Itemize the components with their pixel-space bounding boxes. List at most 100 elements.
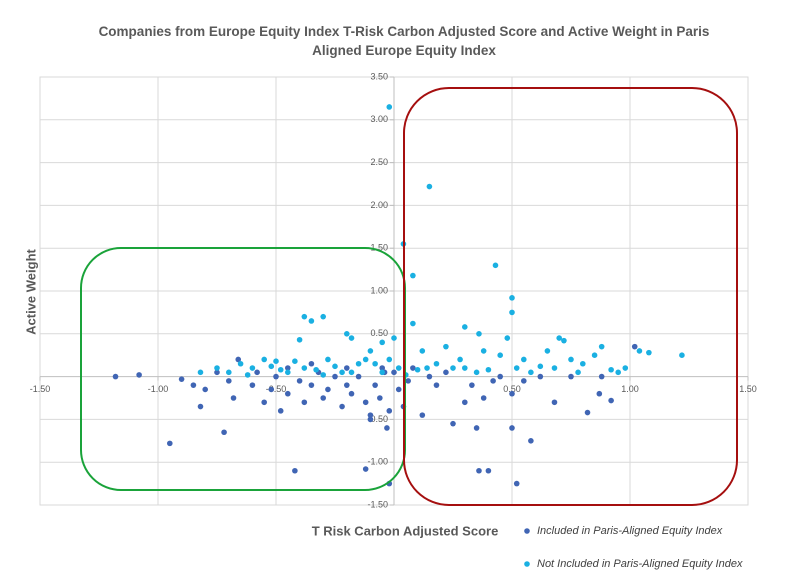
point: [608, 397, 614, 404]
point: [443, 369, 449, 376]
point: [344, 365, 350, 371]
point: [544, 348, 551, 354]
point: [379, 339, 386, 346]
point: [344, 331, 350, 337]
point: [339, 403, 345, 410]
point: [462, 324, 468, 330]
point: [112, 373, 119, 380]
point: [551, 365, 558, 371]
point: [384, 425, 390, 431]
point: [450, 420, 456, 427]
point: [631, 343, 638, 350]
point: [249, 365, 256, 371]
point: [646, 349, 652, 356]
y-tick-label: 0.50: [370, 328, 388, 338]
point: [178, 376, 185, 382]
point: [426, 183, 433, 190]
legend-label: Included in Paris-Aligned Equity Index: [537, 525, 723, 537]
x-tick-label: -1.50: [30, 384, 51, 394]
point: [405, 378, 411, 384]
point: [386, 408, 393, 414]
point: [301, 365, 308, 371]
point: [497, 352, 504, 359]
point: [528, 369, 534, 376]
point: [277, 408, 284, 414]
point: [339, 369, 345, 376]
point: [308, 360, 315, 367]
point: [450, 365, 456, 371]
point: [355, 373, 362, 380]
point: [492, 262, 499, 269]
point: [568, 356, 574, 363]
point: [332, 373, 338, 380]
green-highlight-box: [80, 247, 406, 491]
point: [615, 369, 621, 376]
x-tick-label: 1.00: [621, 384, 639, 394]
legend-marker: [524, 561, 530, 567]
point: [596, 390, 603, 397]
point: [261, 356, 268, 363]
point: [273, 358, 279, 364]
point: [561, 337, 567, 344]
x-tick-label: -1.00: [148, 384, 169, 394]
point: [301, 399, 308, 406]
point: [379, 369, 386, 376]
point: [395, 365, 402, 371]
point: [575, 369, 581, 376]
point: [214, 369, 220, 376]
point: [367, 416, 374, 423]
point: [197, 369, 204, 376]
point: [268, 386, 275, 393]
x-axis-title: T Risk Carbon Adjusted Score: [312, 523, 499, 538]
point: [261, 399, 268, 406]
y-tick-label: 2.50: [370, 157, 388, 167]
x-tick-label: 0.50: [503, 384, 521, 394]
point: [249, 382, 256, 388]
point: [443, 343, 449, 350]
point: [410, 272, 416, 279]
point: [480, 348, 487, 354]
red-highlight-box: [403, 87, 738, 506]
point: [273, 373, 279, 380]
y-tick-label: -1.50: [367, 499, 388, 509]
legend: Included in Paris-Aligned Equity Index No…: [524, 525, 743, 570]
point: [237, 360, 244, 367]
point: [296, 336, 303, 343]
point: [462, 399, 468, 406]
point: [308, 382, 315, 388]
point: [504, 335, 511, 341]
point: [419, 412, 426, 418]
legend-label: Not Included in Paris-Aligned Equity Ind…: [537, 558, 743, 570]
point: [296, 378, 303, 384]
point: [410, 365, 416, 371]
point: [598, 373, 605, 380]
point: [490, 378, 496, 384]
y-tick-label: -1.00: [367, 457, 388, 467]
point: [636, 348, 643, 354]
point: [608, 366, 614, 373]
point: [313, 366, 319, 373]
point: [414, 366, 421, 373]
point: [221, 429, 227, 436]
point: [476, 331, 482, 337]
point: [509, 390, 515, 397]
point: [332, 363, 338, 370]
point: [136, 372, 142, 378]
point: [320, 313, 327, 320]
point: [485, 467, 492, 474]
point: [214, 365, 220, 371]
point: [226, 378, 232, 384]
point: [584, 409, 591, 416]
point: [226, 369, 232, 376]
point: [167, 440, 173, 447]
point: [433, 382, 440, 388]
point: [362, 356, 369, 363]
point: [277, 366, 284, 373]
point: [348, 390, 355, 397]
point: [268, 363, 275, 370]
point: [473, 425, 480, 431]
point: [433, 360, 440, 367]
point: [372, 382, 378, 388]
point: [410, 320, 416, 327]
axes: -1.50 -1.00 -0.50 0.50 1.00 1.50 -1.50 -1.00 -0.…: [30, 71, 757, 509]
